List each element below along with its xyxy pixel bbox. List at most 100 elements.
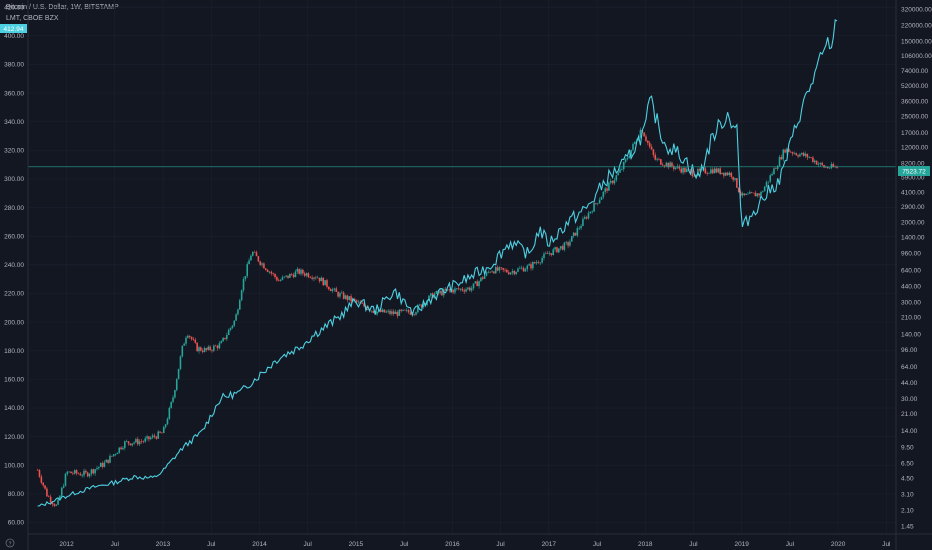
candle-body — [129, 443, 132, 446]
candle-body — [747, 193, 749, 195]
candle-body — [628, 155, 631, 159]
candle-body — [302, 269, 304, 274]
candle-body — [760, 192, 762, 196]
candle-body — [804, 153, 807, 156]
candle-body — [205, 348, 208, 350]
candle-body — [583, 217, 586, 219]
candle-body — [51, 502, 54, 505]
candle-body — [398, 309, 401, 316]
candle-body — [470, 288, 473, 291]
candle-body — [691, 170, 694, 177]
right-tick-label: 1400.00 — [901, 235, 925, 242]
candle-body — [812, 157, 814, 162]
candle-body — [596, 203, 599, 204]
candle-body — [90, 469, 93, 474]
candle-body — [211, 349, 213, 351]
left-tick-label: 280.00 — [4, 205, 24, 212]
candle-body — [559, 246, 562, 249]
candle-body — [391, 311, 393, 314]
candle-body — [821, 162, 823, 166]
candle-body — [279, 279, 282, 281]
candle-body — [452, 289, 454, 293]
candle-body — [509, 272, 512, 275]
time-tick-label: Jul — [111, 541, 120, 548]
candle-body — [157, 431, 159, 439]
time-tick-label: 2015 — [349, 541, 364, 548]
candle-body — [120, 447, 122, 450]
candle-body — [196, 342, 198, 352]
candle-body — [457, 288, 460, 290]
right-tick-label: 6.50 — [901, 460, 914, 467]
candle-body — [578, 228, 581, 229]
left-tick-label: 240.00 — [4, 262, 24, 269]
candle-body — [622, 162, 625, 170]
left-tick-label: 180.00 — [4, 348, 24, 355]
candle-body — [546, 253, 549, 255]
candle-body — [222, 337, 224, 342]
candle-body — [426, 300, 428, 305]
candle-body — [656, 158, 658, 160]
candle-body — [810, 157, 812, 158]
candle-body — [613, 180, 616, 184]
candle-body — [266, 269, 269, 272]
left-tick-label: 400.00 — [4, 33, 24, 40]
candle-body — [671, 162, 673, 167]
candle-body — [784, 149, 786, 153]
right-tick-label: 300.00 — [901, 299, 921, 306]
candle-body — [817, 163, 820, 165]
candle-body — [131, 443, 134, 446]
candle-body — [124, 441, 126, 448]
right-price-axis[interactable]: 320000.00 220000.00 150000.00 106000.00 7400… — [901, 7, 932, 531]
candle-body — [227, 329, 230, 336]
candle-body — [309, 277, 312, 278]
candle-body — [240, 290, 243, 301]
candle-body — [493, 271, 495, 274]
candle-body — [372, 310, 375, 313]
time-tick-label: Jul — [207, 541, 216, 548]
candle-body — [474, 281, 477, 284]
candle-body — [541, 258, 543, 263]
candle-body — [313, 277, 315, 279]
candle-body — [381, 309, 384, 313]
candle-body — [179, 356, 182, 369]
candle-body — [298, 268, 300, 274]
candle-body — [105, 459, 108, 463]
candle-body — [337, 291, 339, 297]
candle-body — [207, 346, 210, 350]
candle-body — [711, 169, 714, 174]
left-tick-label: 120.00 — [4, 434, 24, 441]
candle-body — [379, 309, 382, 313]
candle-body — [231, 325, 234, 328]
candle-body — [40, 476, 43, 483]
candle-body — [138, 441, 141, 445]
left-price-axis[interactable]: 420.00 400.00 380.00 360.00 340.00 320.00 300.… — [4, 4, 24, 526]
candle-body — [57, 499, 59, 505]
candle-body — [674, 167, 677, 169]
candle-body — [307, 273, 310, 278]
candle-body — [270, 271, 273, 274]
candle-body — [776, 166, 779, 169]
candle-body — [316, 277, 319, 279]
candle-body — [192, 339, 195, 340]
candle-body — [85, 470, 87, 473]
candle-body — [806, 153, 809, 158]
candle-body — [272, 273, 274, 274]
candle-body — [808, 157, 810, 158]
candle-body — [133, 442, 135, 444]
settings-badge[interactable]: ? — [5, 538, 15, 548]
left-value-badge-text: 412.94 — [4, 26, 24, 33]
candle-body — [218, 343, 221, 349]
candle-body — [632, 143, 634, 150]
time-axis[interactable]: 2012 Jul 2013 Jul 2014 Jul 2015 Jul 2016 Jul 2017 J… — [59, 541, 891, 548]
candle-body — [77, 473, 80, 474]
candle-body — [483, 275, 486, 279]
candle-body — [303, 273, 306, 276]
candle-body — [166, 418, 169, 425]
candle-body — [394, 311, 397, 314]
candle-body — [661, 164, 664, 166]
candle-body — [135, 439, 137, 443]
chart-title: Bitcoin / U.S. Dollar, 1W, BITSTAMP — [6, 4, 119, 11]
candle-body — [585, 217, 588, 219]
left-tick-label: 360.00 — [4, 90, 24, 97]
